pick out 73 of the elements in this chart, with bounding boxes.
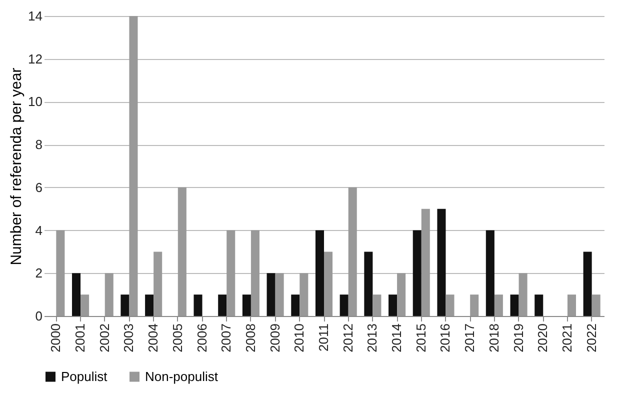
x-tick-label: 2002 [96,324,112,352]
bar [266,273,276,316]
bar [218,294,227,316]
bar [437,208,446,316]
bar [397,273,406,316]
bar [324,252,333,316]
x-tick-label: 2003 [121,324,136,352]
bar [364,252,373,316]
y-tick-label: 10 [28,94,42,110]
bar [340,294,348,316]
x-tick-label: 2011 [316,324,331,352]
bar [242,294,251,316]
legend-label: Populist [61,368,108,384]
y-tick-label: 6 [35,180,42,195]
x-tick-label: 2014 [389,324,404,352]
y-tick-label: 4 [35,222,42,238]
x-tick-label: 2009 [267,324,282,352]
x-tick-label: 2007 [218,324,234,352]
legend-label: Non-populist [145,368,218,384]
x-tick-label: 2020 [535,324,550,352]
x-tick-label: 2016 [438,324,453,352]
bar [534,294,544,316]
x-tick-label: 2004 [146,324,161,352]
x-tick-label: 2008 [242,324,258,352]
x-tick-label: 2018 [486,324,502,352]
x-tick-label: 2012 [340,324,356,352]
y-axis-title: Number of referenda per year [8,68,26,266]
x-tick-label: 2015 [413,324,428,352]
bar [154,252,162,316]
bar [120,294,130,316]
bar [518,273,528,316]
bar [104,273,114,316]
bar [315,230,324,316]
bar [194,294,202,316]
bar [72,273,81,316]
bar [583,252,592,316]
x-tick-label: 2017 [462,324,478,352]
bar [421,208,430,316]
x-tick-label: 2005 [170,324,185,352]
bar [494,294,503,316]
y-tick-label: 0 [35,308,42,324]
bar [470,294,479,316]
bar [129,16,138,316]
x-tick-label: 2013 [364,324,380,352]
y-tick-label: 2 [35,266,42,281]
bar [80,294,90,316]
bar [567,294,576,316]
y-tick-label: 14 [28,8,42,24]
bar [446,294,454,316]
x-tick-label: 2019 [510,324,526,352]
bar [145,294,154,316]
x-tick-label: 2006 [194,324,210,352]
x-tick-label: 2000 [48,324,64,352]
y-tick-label: 12 [28,51,42,66]
bar [275,273,284,316]
y-tick-label: 8 [35,137,42,152]
x-tick-label: 2022 [584,324,599,352]
x-tick-label: 2021 [559,324,574,352]
bar [291,294,300,316]
bar [178,187,186,316]
bar [486,230,494,316]
bar [250,230,260,316]
bar [592,294,600,316]
x-tick-label: 2010 [292,324,307,352]
x-tick-label: 2001 [72,324,88,352]
bar [300,273,308,316]
bar [348,187,357,316]
bar [56,230,65,316]
bar [372,294,382,316]
bar [388,294,398,316]
bar [510,294,519,316]
bar [412,230,422,316]
bar [226,230,236,316]
